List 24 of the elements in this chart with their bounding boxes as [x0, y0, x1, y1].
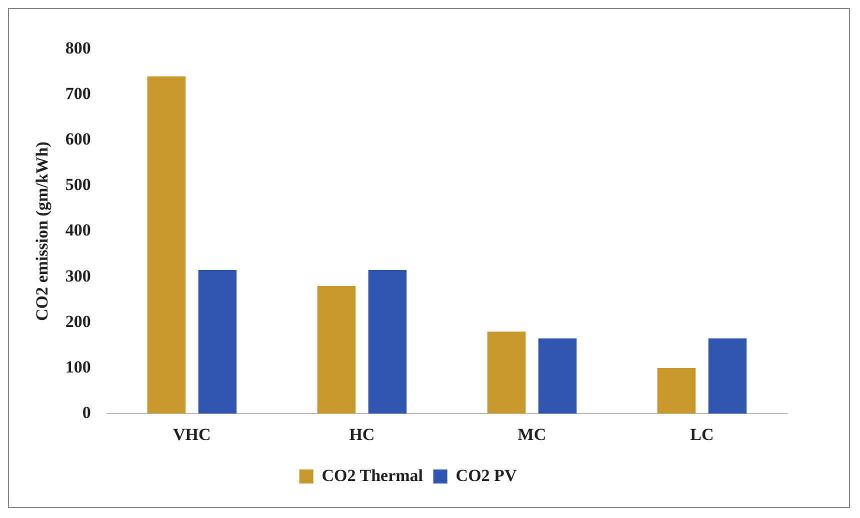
y-tick-label: 100: [65, 357, 91, 376]
y-tick-label: 600: [65, 130, 91, 149]
x-tick-label: VHC: [173, 425, 211, 444]
legend-label: CO2 Thermal: [322, 466, 424, 485]
y-tick-label: 500: [65, 175, 91, 194]
bar: [657, 368, 696, 414]
bar: [198, 270, 237, 414]
y-axis-title: CO2 emission (gm/kWh): [32, 142, 52, 322]
bar: [368, 270, 407, 414]
y-tick-label: 300: [65, 266, 91, 286]
bar: [147, 76, 186, 414]
bar: [708, 338, 747, 414]
bar: [538, 338, 577, 414]
bar: [487, 332, 526, 414]
x-tick-label: MC: [518, 425, 546, 444]
x-tick-label: HC: [349, 425, 375, 444]
legend-label: CO2 PV: [456, 466, 518, 485]
y-tick-label: 0: [82, 402, 91, 422]
y-tick-label: 700: [65, 84, 91, 103]
y-tick-label: 400: [65, 220, 91, 240]
y-tick-label: 200: [65, 312, 91, 331]
x-tick-label: LC: [690, 425, 714, 444]
bar: [317, 286, 356, 414]
y-tick-label: 800: [65, 38, 91, 58]
